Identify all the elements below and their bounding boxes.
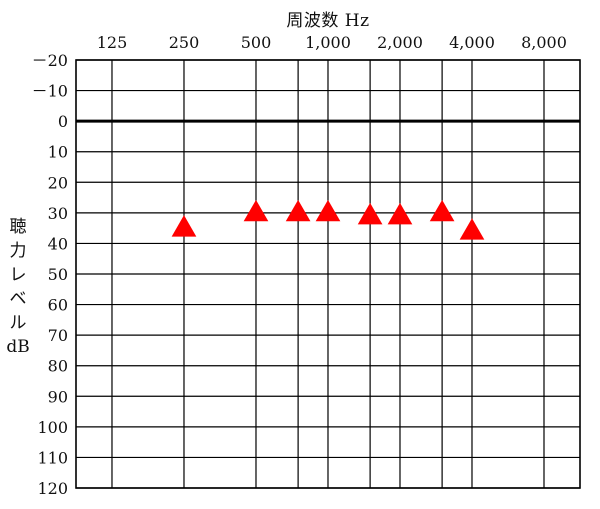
y-tick-label: 0: [58, 112, 68, 131]
y-tick-label: 60: [48, 296, 68, 315]
y-tick-label: 40: [48, 234, 68, 253]
triangle-marker: [387, 202, 413, 225]
triangle-marker: [171, 215, 197, 237]
triangle-marker: [285, 199, 311, 222]
x-tick-label: 250: [169, 33, 200, 52]
y-axis-title-char: 聴: [9, 217, 27, 237]
y-axis-title-char: レ: [9, 265, 27, 285]
y-tick-label: 70: [48, 326, 68, 345]
y-axis-title-char: 力: [9, 241, 27, 261]
triangle-marker: [315, 199, 341, 222]
y-tick-label: 10: [48, 143, 68, 162]
x-tick-label: 1,000: [305, 33, 351, 52]
x-tick-label: 8,000: [521, 33, 567, 52]
y-tick-label: 100: [37, 418, 68, 437]
y-tick-label: 30: [48, 204, 68, 223]
triangle-marker: [459, 218, 485, 240]
y-tick-label: 110: [37, 448, 68, 467]
triangle-marker: [429, 199, 455, 222]
y-tick-label: 50: [48, 265, 68, 284]
x-tick-label: 2,000: [377, 33, 423, 52]
triangle-marker: [357, 202, 383, 225]
y-axis-title-char: ベ: [9, 289, 27, 309]
y-tick-label: 120: [37, 479, 68, 498]
x-axis-title: 周波数 Hz: [286, 11, 370, 31]
x-tick-label: 4,000: [449, 33, 495, 52]
y-axis-title-char: ル: [9, 313, 27, 333]
y-axis-title-unit: dB: [6, 337, 30, 357]
y-tick-label: －10: [32, 82, 68, 101]
plot-frame: [75, 59, 581, 489]
y-tick-label: 80: [48, 357, 68, 376]
y-tick-label: 20: [48, 173, 68, 192]
y-tick-label: －20: [32, 51, 68, 70]
y-tick-label: 90: [48, 387, 68, 406]
triangle-marker: [243, 199, 269, 222]
x-tick-label: 125: [97, 33, 128, 52]
x-tick-label: 500: [241, 33, 272, 52]
y-axis-title: 聴 力 レ ベ ル dB: [4, 215, 32, 359]
